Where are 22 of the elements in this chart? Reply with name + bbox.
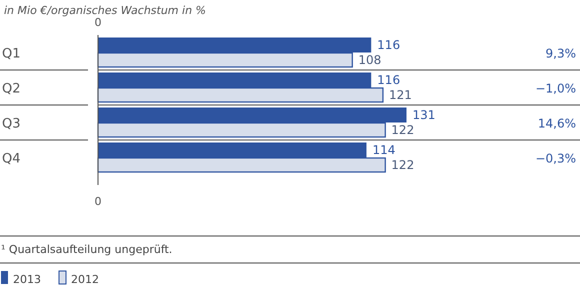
y-tick-label: Q2 xyxy=(2,82,21,96)
data-label: 131 xyxy=(412,108,436,122)
data-label: 122 xyxy=(391,158,414,172)
chart-title: in Mio €/organisches Wachstum in % xyxy=(4,4,206,17)
data-label: 114 xyxy=(372,143,396,157)
legend-label: 2013 xyxy=(13,273,41,286)
data-label: 116 xyxy=(377,73,400,87)
text: −1,0% xyxy=(535,82,576,96)
y-tick-label: Q1 xyxy=(2,46,21,62)
text: 14,6% xyxy=(538,116,576,130)
text: −0,3% xyxy=(535,152,576,166)
text: 0 xyxy=(94,16,102,29)
text: ¹ Quartalsaufteilung ungeprüft. xyxy=(1,243,172,256)
data-label: 108 xyxy=(358,53,382,67)
data-label: 121 xyxy=(388,88,412,102)
data-label: 116 xyxy=(377,38,400,52)
data-label: 122 xyxy=(391,123,414,137)
text: 0 xyxy=(94,195,102,208)
legend-label: 2012 xyxy=(71,273,99,286)
y-tick-label: Q4 xyxy=(2,152,21,166)
y-tick-label: Q3 xyxy=(2,116,21,132)
text: 9,3% xyxy=(546,46,576,60)
